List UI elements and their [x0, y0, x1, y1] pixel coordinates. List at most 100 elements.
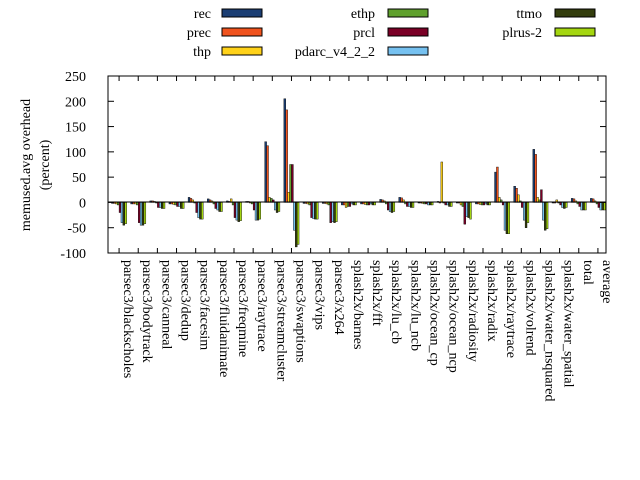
- y-tick-label: 0: [79, 196, 86, 211]
- bar-ethp: [576, 202, 579, 205]
- x-tick-label: splash2x/raytrace: [503, 260, 518, 358]
- bar-ethp: [327, 202, 330, 206]
- x-tick-label: splash2x/radix: [484, 260, 499, 342]
- bar-prcl: [252, 202, 256, 211]
- bar-prcl: [482, 202, 486, 206]
- bar-prec: [553, 202, 557, 204]
- bar-plrus-2: [143, 202, 147, 224]
- bar-prec: [132, 202, 135, 205]
- bar-ttmo: [295, 202, 298, 248]
- bar-ethp: [308, 202, 311, 206]
- bar-ttmo: [409, 202, 413, 208]
- bar-ttmo: [544, 202, 547, 231]
- bar-prec: [285, 109, 288, 203]
- bar-ttmo: [141, 202, 145, 226]
- bar-pdarc_v4_2_2: [331, 202, 334, 222]
- x-tick-label: average: [599, 260, 614, 304]
- bar-prec: [362, 202, 365, 205]
- bar-plrus-2: [526, 202, 530, 223]
- bar-ethp: [251, 202, 254, 205]
- legend-label: thp: [193, 45, 211, 60]
- bar-rec: [283, 98, 286, 203]
- legend-label: prcl: [353, 26, 375, 41]
- bar-plrus-2: [603, 202, 606, 211]
- bar-rec: [302, 202, 306, 204]
- bar-ethp: [461, 202, 465, 207]
- bar-rec: [417, 202, 421, 204]
- legend-swatch: [554, 8, 596, 18]
- bar-pdarc_v4_2_2: [139, 202, 143, 226]
- bar-pdarc_v4_2_2: [580, 202, 583, 211]
- bar-plrus-2: [565, 202, 568, 208]
- x-tick-label: parsec3/freqmine: [235, 260, 250, 357]
- bar-rec: [494, 171, 497, 203]
- legend-label: plrus-2: [502, 26, 542, 41]
- x-tick-label: splash2x/barnes: [350, 260, 365, 349]
- bar-prcl: [138, 202, 141, 223]
- y-tick-label: 150: [65, 121, 86, 136]
- x-tick-label: splash2x/ocean_cp: [427, 260, 442, 366]
- y-tick-label: 250: [65, 70, 86, 85]
- bar-pdarc_v4_2_2: [561, 202, 564, 208]
- bar-ethp: [385, 202, 388, 205]
- legend-swatch: [221, 27, 263, 37]
- bar-ttmo: [486, 202, 489, 206]
- bar-ethp: [346, 202, 350, 207]
- bar-pdarc_v4_2_2: [427, 202, 430, 206]
- bar-ethp: [404, 202, 407, 205]
- bar-ttmo: [199, 202, 202, 220]
- bar-thp: [479, 202, 482, 205]
- bar-thp: [249, 202, 252, 204]
- bar-pdarc_v4_2_2: [484, 202, 487, 205]
- bar-prec: [438, 202, 442, 204]
- bar-plrus-2: [296, 202, 300, 245]
- bar-thp: [459, 202, 463, 206]
- y-tick-label: 100: [65, 146, 86, 161]
- bar-ethp: [155, 202, 158, 204]
- bar-ethp: [136, 202, 139, 206]
- bar-ttmo: [524, 202, 528, 228]
- bar-plrus-2: [488, 202, 491, 206]
- bar-pdarc_v4_2_2: [216, 202, 219, 211]
- bar-prcl: [310, 202, 313, 218]
- bar-pdarc_v4_2_2: [369, 202, 373, 205]
- bar-ethp: [212, 202, 216, 205]
- y-tick-label: -100: [60, 247, 86, 262]
- bar-plrus-2: [392, 202, 396, 212]
- bar-rec: [475, 202, 478, 205]
- bar-ethp: [289, 164, 292, 203]
- bar-ethp: [174, 202, 177, 206]
- bar-ttmo: [390, 202, 394, 213]
- x-tick-label: parsec3/raytrace: [254, 260, 269, 352]
- bar-ttmo: [429, 202, 432, 206]
- bar-prec: [343, 202, 346, 206]
- x-tick-label: splash2x/volrend: [522, 260, 537, 356]
- bar-rec: [551, 202, 555, 204]
- bar-ethp: [442, 202, 445, 204]
- legend-swatch: [387, 8, 429, 18]
- bar-prec: [170, 202, 173, 205]
- bar-pdarc_v4_2_2: [408, 202, 411, 207]
- bar-prec: [457, 202, 461, 204]
- bar-pdarc_v4_2_2: [159, 202, 162, 208]
- bar-rec: [130, 202, 133, 205]
- bar-thp: [325, 202, 329, 205]
- bar-prcl: [157, 202, 160, 208]
- x-axis: parsec3/blackscholes parsec3/bodytrack par…: [118, 76, 614, 402]
- bar-ethp: [193, 202, 196, 204]
- bar-rec: [168, 202, 172, 205]
- bar-pdarc_v4_2_2: [312, 202, 315, 219]
- bar-ttmo: [275, 202, 279, 213]
- bar-pdarc_v4_2_2: [599, 202, 602, 211]
- y-axis-unit: (percent): [38, 139, 53, 190]
- bar-prcl: [406, 202, 409, 207]
- bar-ttmo: [160, 202, 164, 209]
- bar-prec: [496, 166, 499, 203]
- bar-ttmo: [237, 202, 240, 222]
- bar-plrus-2: [450, 202, 453, 207]
- bar-ethp: [365, 202, 369, 206]
- bar-rec: [360, 202, 363, 205]
- bar-thp: [115, 202, 118, 205]
- bar-ethp: [480, 202, 484, 206]
